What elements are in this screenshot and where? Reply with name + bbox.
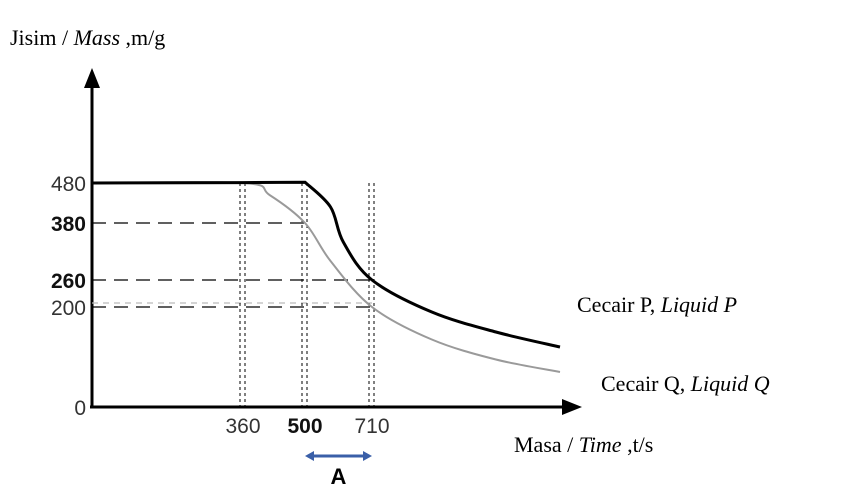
y-tick-200: 200 [51, 297, 86, 320]
y-tick-380: 380 [51, 213, 86, 236]
y-tick-480: 480 [51, 173, 86, 196]
x-axis-arrow [562, 399, 582, 415]
series-layer [91, 180, 561, 373]
y-axis-label: Jisim / Mass ,m/g [10, 25, 165, 50]
x-tick-360: 360 [225, 415, 260, 438]
x-tick-710: 710 [354, 415, 389, 438]
y-tick-0: 0 [74, 397, 86, 420]
interval-arrow-left [305, 451, 314, 461]
legend-liquid-p: Cecair P, Liquid P [577, 292, 737, 317]
legend-liquid-q: Cecair Q, Liquid Q [601, 371, 770, 396]
x-tick-labels: 360 500 710 [225, 415, 389, 438]
y-tick-labels: 0 200 260 380 480 [51, 173, 86, 420]
series-line-liquid-p [91, 180, 561, 349]
x-axis-label: Masa / Time ,t/s [514, 432, 653, 457]
guide-lines [92, 183, 375, 407]
x-tick-500: 500 [287, 415, 322, 438]
y-tick-260: 260 [51, 270, 86, 293]
interval-a [305, 451, 372, 461]
series-line-liquid-q [91, 181, 561, 373]
interval-arrow-right [363, 451, 372, 461]
interval-label: A [331, 464, 347, 487]
y-axis-arrow [84, 68, 100, 88]
